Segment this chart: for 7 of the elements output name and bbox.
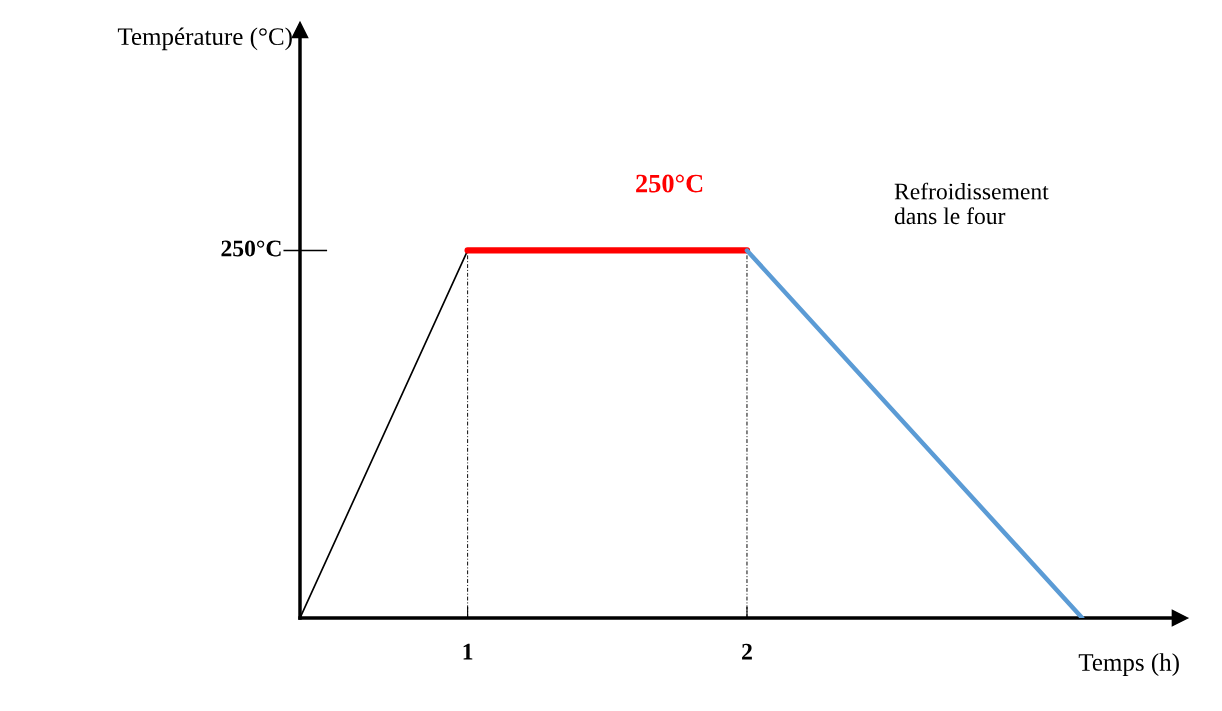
- text: Refroidissement dans le four: [894, 182, 1049, 225]
- x-axis-title: Temps (h): [1078, 653, 1179, 676]
- text: 250°C: [636, 174, 703, 193]
- x-tick-label: 2: [742, 643, 752, 660]
- text: Température (°C): [117, 27, 292, 51]
- x-tick-label: 1: [463, 643, 473, 660]
- text: 250°C: [221, 240, 281, 257]
